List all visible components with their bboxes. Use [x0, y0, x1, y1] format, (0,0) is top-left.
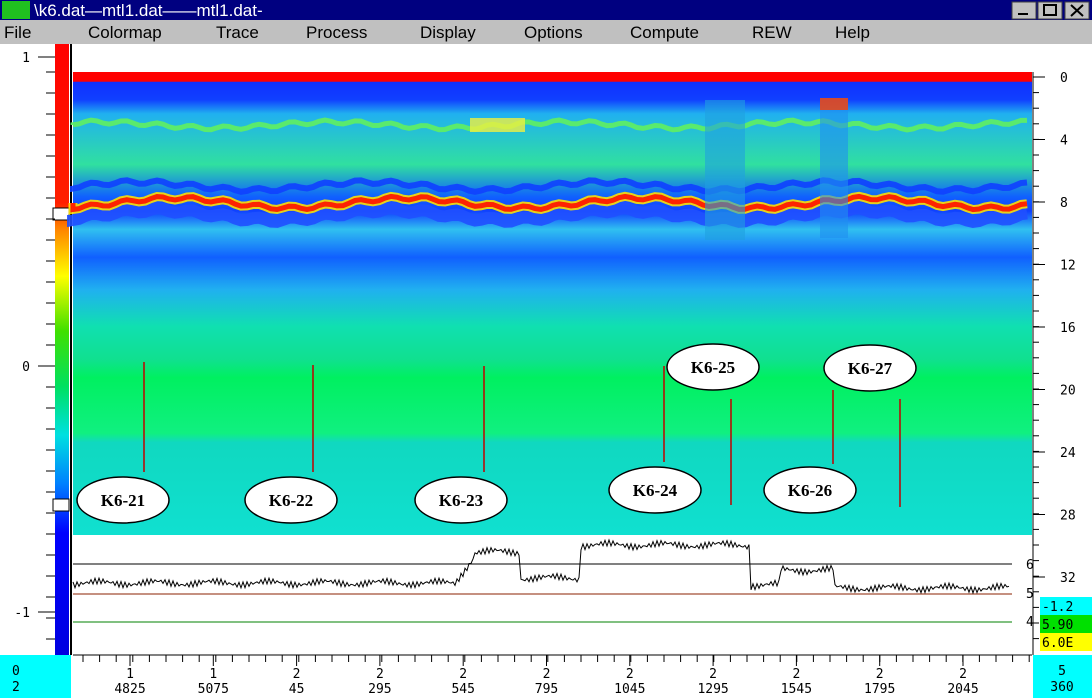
- bottom-scale-label: 1045: [614, 682, 645, 697]
- menu-item[interactable]: File: [4, 23, 31, 42]
- corner-left-value: 2: [12, 680, 20, 695]
- app-window: \k6.dat—mtl1.dat——mtl1.dat- File Colormap…: [0, 0, 1092, 698]
- menu-item[interactable]: Trace: [216, 23, 259, 42]
- radargram: [73, 72, 1032, 535]
- marker-label: K6-22: [269, 491, 313, 510]
- readout-value: -1.2: [1042, 600, 1073, 615]
- colorbar-handle[interactable]: [53, 208, 69, 220]
- bottom-scale-prefix: 2: [543, 667, 551, 682]
- bottom-scale-prefix: 2: [293, 667, 301, 682]
- corner-box-left: [0, 655, 71, 698]
- minimize-button[interactable]: [1012, 2, 1036, 19]
- marker-label: K6-23: [439, 491, 483, 510]
- right-scale-label: 0: [1060, 71, 1068, 86]
- trace-panel: [73, 535, 1032, 655]
- right-scale-label: 28: [1060, 509, 1076, 524]
- corner-right-value: 5: [1058, 664, 1066, 679]
- bottom-scale-prefix: 2: [959, 667, 967, 682]
- app-icon: [2, 1, 30, 19]
- menu-item[interactable]: Options: [524, 23, 583, 42]
- window-controls: [1012, 2, 1089, 19]
- colorbar-handle[interactable]: [53, 499, 69, 511]
- corner-right-value: 360: [1050, 680, 1073, 695]
- corner-left-value: 0: [12, 664, 20, 679]
- bottom-scale-label: 4825: [114, 682, 145, 697]
- colorbar: [55, 44, 69, 655]
- bottom-scale-prefix: 2: [376, 667, 384, 682]
- marker-label: K6-25: [691, 358, 735, 377]
- marker-label: K6-21: [101, 491, 145, 510]
- screen: \k6.dat—mtl1.dat——mtl1.dat- File Colormap…: [0, 0, 1092, 698]
- window-title: \k6.dat—mtl1.dat——mtl1.dat-: [34, 1, 263, 20]
- marker-label: K6-26: [788, 481, 832, 500]
- right-scale-label: 20: [1060, 384, 1076, 399]
- right-scale-label: 32: [1060, 571, 1076, 586]
- menu-item[interactable]: Colormap: [88, 23, 162, 42]
- bottom-scale-prefix: 1: [126, 667, 134, 682]
- bottom-scale-label: 295: [368, 682, 391, 697]
- bottom-scale-label: 2045: [947, 682, 978, 697]
- left-scale-label: -1: [14, 606, 30, 621]
- right-scale-label: 24: [1060, 446, 1076, 461]
- bottom-scale-prefix: 2: [876, 667, 884, 682]
- readout-value: 5.90: [1042, 618, 1073, 633]
- menu-item[interactable]: Compute: [630, 23, 699, 42]
- right-scale-label: 4: [1060, 134, 1068, 149]
- marker-label: K6-24: [633, 481, 678, 500]
- bottom-scale-label: 1795: [864, 682, 895, 697]
- bottom-scale-prefix: 2: [792, 667, 800, 682]
- menu-item[interactable]: Display: [420, 23, 476, 42]
- bottom-scale-prefix: 1: [209, 667, 217, 682]
- anomaly: [470, 118, 525, 132]
- bottom-scale-label: 45: [289, 682, 305, 697]
- readout-value: 6.0E: [1042, 636, 1073, 651]
- bottom-scale-label: 795: [535, 682, 558, 697]
- right-scale-label: 8: [1060, 196, 1068, 211]
- bottom-scale-label: 1295: [697, 682, 728, 697]
- menu-item[interactable]: REW: [752, 23, 792, 42]
- left-scale-label: 1: [22, 51, 30, 66]
- bottom-scale-label: 5075: [198, 682, 229, 697]
- bottom-scale-prefix: 2: [459, 667, 467, 682]
- bottom-scale-prefix: 2: [626, 667, 634, 682]
- bottom-scale-label: 1545: [781, 682, 812, 697]
- menu-item[interactable]: Help: [835, 23, 870, 42]
- anomaly: [820, 98, 848, 238]
- anomaly: [705, 100, 745, 240]
- menu-item[interactable]: Process: [306, 23, 367, 42]
- anomaly: [820, 98, 848, 110]
- bottom-scale-label: 545: [451, 682, 474, 697]
- left-scale-label: 0: [22, 360, 30, 375]
- marker-label: K6-27: [848, 359, 893, 378]
- right-scale-label: 16: [1060, 321, 1076, 336]
- bottom-scale-prefix: 2: [709, 667, 717, 682]
- right-scale-label: 12: [1060, 259, 1076, 274]
